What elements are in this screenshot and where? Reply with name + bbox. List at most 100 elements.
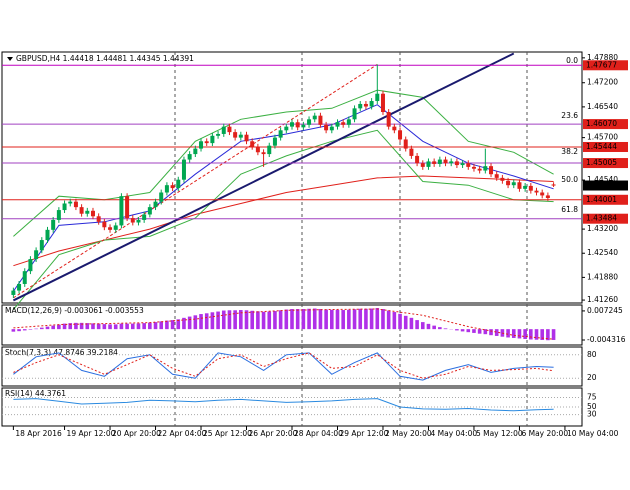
level-label: 1.45005 <box>586 158 617 167</box>
histogram-bar <box>432 325 436 330</box>
candle-body <box>454 161 459 166</box>
y-tick-label: 1.41880 <box>587 272 618 281</box>
histogram-bar <box>119 323 124 330</box>
candle-body <box>96 216 101 222</box>
candle-body <box>437 159 442 164</box>
histogram-bar <box>153 322 158 330</box>
fib-label: 50.0 <box>561 175 578 184</box>
histogram-bar <box>125 323 129 330</box>
y-tick-label: 1.45700 <box>587 133 618 142</box>
histogram-bar <box>130 323 135 330</box>
histogram-bar <box>85 323 90 330</box>
histogram-bar <box>341 310 345 330</box>
candle-body <box>90 210 95 217</box>
candle-body <box>284 126 289 131</box>
fib-label: 0.0 <box>566 56 578 65</box>
histogram-bar <box>483 329 488 335</box>
histogram-bar <box>324 309 328 330</box>
candle-body <box>545 195 550 198</box>
stoch-panel <box>1 346 583 387</box>
candle-body <box>142 214 147 220</box>
histogram-bar <box>358 308 363 330</box>
candle-body <box>511 182 516 186</box>
candle-body <box>506 180 511 186</box>
candle-body <box>329 126 334 131</box>
histogram-bar <box>489 329 493 336</box>
candle-body <box>420 163 425 167</box>
histogram-bar <box>221 310 226 330</box>
y-tick-label: 20 <box>587 373 597 382</box>
candle-body <box>369 101 374 107</box>
histogram-bar <box>227 310 232 330</box>
histogram-bar <box>517 329 522 339</box>
histogram-bar <box>301 309 306 330</box>
candle-body <box>187 154 192 160</box>
histogram-bar <box>375 308 380 330</box>
histogram-bar <box>28 329 33 330</box>
y-tick-label: 1.47200 <box>587 78 618 87</box>
candle-body <box>443 159 448 164</box>
candle-body <box>147 207 152 215</box>
level-label-box <box>583 194 628 205</box>
histogram-bar <box>318 309 323 330</box>
candle-body <box>125 196 130 219</box>
candle-body <box>409 148 414 156</box>
candle-body <box>136 219 141 223</box>
candle-body <box>551 184 556 186</box>
macd-panel <box>1 304 583 346</box>
collapse-icon <box>7 57 13 61</box>
histogram-bar <box>170 320 175 330</box>
histogram-bar <box>278 310 283 330</box>
candle-body <box>278 130 283 138</box>
histogram-bar <box>290 309 294 330</box>
candle-body <box>216 133 221 136</box>
candle-body <box>227 126 232 133</box>
histogram-bar <box>199 314 203 330</box>
candle-body <box>199 141 204 149</box>
histogram-bar <box>165 320 169 330</box>
histogram-bar <box>102 324 107 330</box>
candle-body <box>51 219 56 230</box>
candle-body <box>534 190 539 193</box>
histogram-bar <box>113 324 118 330</box>
x-tick-label: 25 Apr 12:00 <box>203 429 252 438</box>
candle-body <box>210 135 215 144</box>
x-tick-label: 6 May 20:00 <box>521 429 568 438</box>
candle-body <box>108 227 113 230</box>
candle-body <box>477 168 482 171</box>
candle-body <box>250 141 255 147</box>
candle-body <box>164 185 169 193</box>
candle-body <box>295 122 300 128</box>
histogram-bar <box>210 312 215 330</box>
candle-body <box>221 126 226 134</box>
histogram-bar <box>182 317 186 330</box>
y-tick-label: 0.007245 <box>587 306 623 315</box>
histogram-bar <box>347 309 351 330</box>
candle-body <box>432 161 437 164</box>
candle-body <box>335 122 340 127</box>
level-label-box <box>583 119 628 130</box>
candle-body <box>102 221 107 228</box>
candle-body <box>386 112 391 127</box>
candle-body <box>494 174 499 178</box>
y-tick-label: 1.46540 <box>587 102 618 111</box>
histogram-bar <box>307 308 311 330</box>
candle-body <box>500 177 505 181</box>
y-tick-label: 1.41260 <box>587 295 618 304</box>
histogram-bar <box>244 310 249 330</box>
y-tick-label: 50 <box>587 402 597 411</box>
histogram-bar <box>335 309 340 330</box>
candle-body <box>17 283 22 291</box>
candle-body <box>460 163 465 166</box>
histogram-bar <box>398 313 402 330</box>
histogram-bar <box>267 311 272 330</box>
candle-body <box>290 122 294 127</box>
candle-body <box>244 134 249 142</box>
candle-body <box>380 93 385 113</box>
histogram-bar <box>250 310 254 330</box>
histogram-bar <box>256 311 260 330</box>
histogram-bar <box>233 310 237 330</box>
histogram-bar <box>142 323 146 330</box>
histogram-bar <box>511 329 516 338</box>
